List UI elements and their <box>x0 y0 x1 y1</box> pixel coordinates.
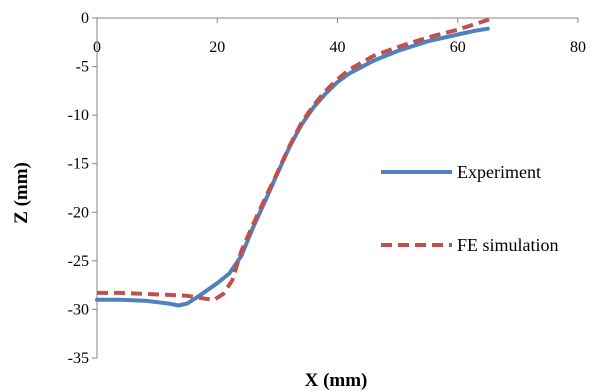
y-tick-label: -35 <box>68 350 89 367</box>
x-axis-title: X (mm) <box>305 370 368 391</box>
y-tick-label: -30 <box>68 301 89 318</box>
y-tick-label: -15 <box>68 156 89 173</box>
y-axis-title: Z (mm) <box>11 162 32 224</box>
x-tick-label: 0 <box>93 39 101 56</box>
series-layer <box>95 16 495 308</box>
x-tick-label: 40 <box>330 39 346 56</box>
x-tick-label: 20 <box>209 39 225 56</box>
legend-label: FE simulation <box>457 235 559 255</box>
y-tick-label: -20 <box>68 204 89 221</box>
x-tick-label: 80 <box>570 39 586 56</box>
series-line-fe-simulation <box>97 16 495 302</box>
y-tick-label: -25 <box>68 253 89 270</box>
y-tick-label: -5 <box>76 59 89 76</box>
legend: Experiment FE simulation <box>381 162 559 255</box>
series-line-experiment <box>95 26 490 308</box>
x-tick-label: 60 <box>450 39 466 56</box>
axes: 0-5-10-15-20-25-30-350 20 40 60 80 <box>68 10 586 367</box>
y-tick-label: 0 <box>81 10 89 27</box>
legend-label: Experiment <box>457 162 541 182</box>
y-tick-label: -10 <box>68 107 89 124</box>
